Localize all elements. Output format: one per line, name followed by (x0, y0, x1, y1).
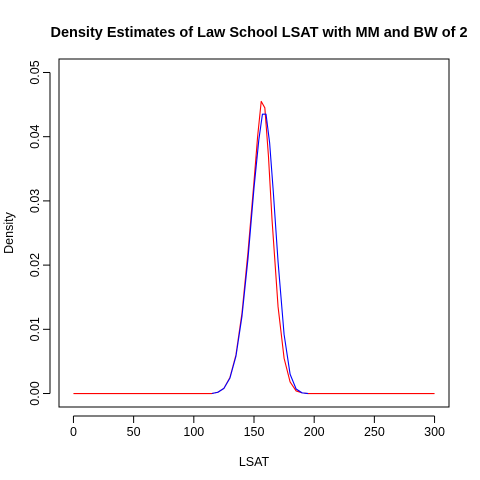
series-line-2 (211, 113, 309, 395)
x-tick-label: 200 (304, 425, 325, 439)
x-tick-label: 250 (364, 425, 385, 439)
x-axis: 0 50 100 150 200 250 300 (70, 415, 445, 439)
x-axis-label: LSAT (239, 455, 270, 469)
y-axis-label: Density (2, 211, 16, 253)
y-axis: 0.00 0.01 0.02 0.03 0.04 0.05 (28, 60, 51, 406)
plot-frame (58, 58, 450, 408)
y-tick-label: 0.05 (28, 60, 42, 84)
x-tick-label: 50 (127, 425, 141, 439)
chart-title: Density Estimates of Law School LSAT wit… (50, 25, 467, 41)
series-line-1 (73, 100, 435, 395)
x-tick-label: 300 (424, 425, 445, 439)
y-tick-label: 0.01 (28, 317, 42, 341)
y-tick-label: 0.03 (28, 189, 42, 213)
y-tick-label: 0.02 (28, 253, 42, 277)
series-group (73, 100, 435, 395)
x-tick-label: 0 (70, 425, 77, 439)
y-tick-label: 0.04 (28, 124, 42, 148)
x-tick-label: 150 (244, 425, 265, 439)
x-tick-label: 100 (183, 425, 204, 439)
y-tick-label: 0.00 (28, 381, 42, 405)
